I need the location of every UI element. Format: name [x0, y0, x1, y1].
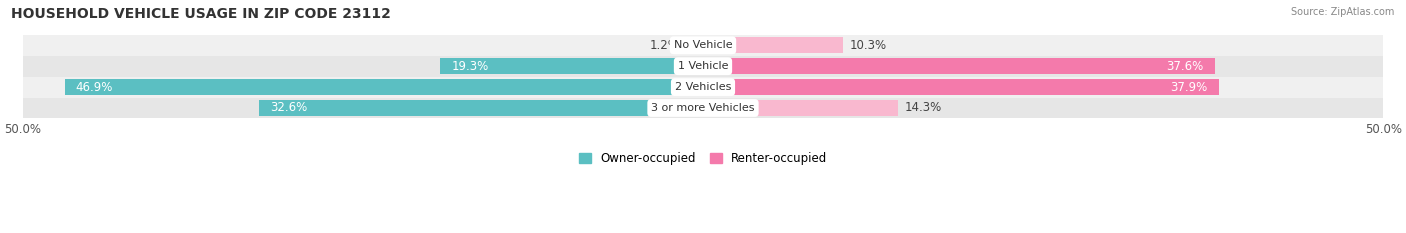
Text: No Vehicle: No Vehicle — [673, 40, 733, 50]
Bar — [22, 56, 1384, 77]
Bar — [703, 58, 1215, 74]
Bar — [703, 79, 1219, 95]
Text: 19.3%: 19.3% — [451, 60, 488, 73]
Text: 1 Vehicle: 1 Vehicle — [678, 61, 728, 71]
Bar — [22, 98, 1384, 118]
Text: Source: ZipAtlas.com: Source: ZipAtlas.com — [1291, 7, 1395, 17]
Bar — [703, 37, 844, 53]
Bar — [22, 77, 1384, 98]
Bar — [22, 35, 1384, 56]
Text: 37.6%: 37.6% — [1167, 60, 1204, 73]
Bar — [65, 79, 703, 95]
Text: 2 Vehicles: 2 Vehicles — [675, 82, 731, 92]
Text: 1.2%: 1.2% — [650, 39, 681, 52]
Bar — [440, 58, 703, 74]
Text: 37.9%: 37.9% — [1171, 81, 1208, 94]
Text: 46.9%: 46.9% — [76, 81, 112, 94]
Text: 10.3%: 10.3% — [851, 39, 887, 52]
Legend: Owner-occupied, Renter-occupied: Owner-occupied, Renter-occupied — [579, 152, 827, 165]
Text: 32.6%: 32.6% — [270, 102, 308, 114]
Text: 3 or more Vehicles: 3 or more Vehicles — [651, 103, 755, 113]
Text: 14.3%: 14.3% — [904, 102, 942, 114]
Bar — [703, 100, 897, 116]
Text: HOUSEHOLD VEHICLE USAGE IN ZIP CODE 23112: HOUSEHOLD VEHICLE USAGE IN ZIP CODE 2311… — [11, 7, 391, 21]
Bar — [686, 37, 703, 53]
Bar — [260, 100, 703, 116]
